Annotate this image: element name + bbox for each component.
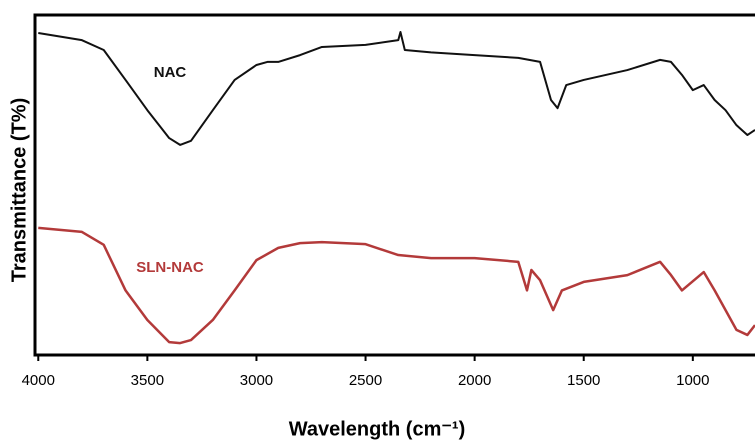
spectrum-line — [38, 226, 755, 345]
x-tick-label: 1000 — [676, 372, 709, 389]
x-tick-label: 4000 — [22, 372, 55, 389]
series-label: NAC — [154, 64, 187, 81]
x-tick-label: 1500 — [567, 372, 600, 389]
series-label: SLN-NAC — [136, 259, 204, 276]
x-tick-label: 2500 — [349, 372, 382, 389]
x-tick-label: 3500 — [131, 372, 164, 389]
x-axis-title: Wavelength (cm⁻¹) — [289, 418, 466, 440]
plot-frame — [33, 13, 755, 357]
y-axis-title: Transmittance (T%) — [8, 98, 30, 282]
x-tick-label: 2000 — [458, 372, 491, 389]
spectrum-line — [38, 31, 755, 146]
x-tick-label: 3000 — [240, 372, 273, 389]
